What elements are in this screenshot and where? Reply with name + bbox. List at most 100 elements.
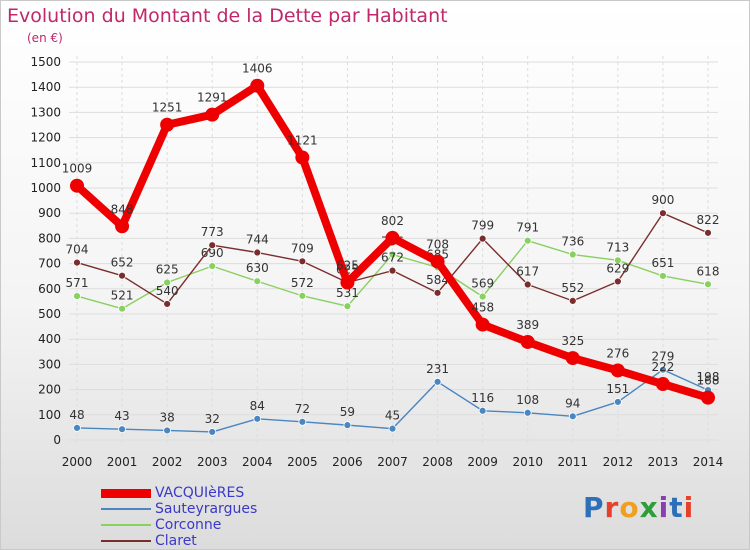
data-point	[298, 257, 307, 266]
data-point	[298, 417, 307, 426]
data-point	[430, 254, 445, 269]
data-label: 572	[291, 276, 314, 290]
data-label: 108	[516, 393, 539, 407]
data-point	[343, 302, 352, 311]
data-label: 900	[651, 193, 674, 207]
logo-letter: i	[658, 491, 670, 524]
data-label: 822	[697, 213, 720, 227]
data-label: 94	[565, 396, 580, 410]
data-point	[659, 272, 667, 280]
data-label: 802	[381, 214, 404, 228]
data-label: 198	[697, 370, 720, 384]
data-label: 222	[651, 360, 674, 374]
data-point	[655, 377, 670, 392]
data-label: 325	[561, 334, 584, 348]
data-label: 531	[336, 286, 359, 300]
x-tick-label: 2000	[62, 455, 93, 469]
y-tick-label: 0	[53, 433, 61, 447]
logo-letter: r	[604, 491, 620, 524]
data-point	[253, 248, 262, 257]
legend-swatch	[101, 524, 151, 526]
data-label: 736	[561, 235, 584, 249]
data-label: 569	[471, 277, 494, 291]
y-tick-label: 800	[38, 231, 61, 245]
x-tick-label: 2010	[512, 455, 543, 469]
data-point	[253, 277, 262, 286]
data-point	[704, 228, 712, 237]
data-point	[208, 262, 217, 271]
data-label: 713	[606, 240, 629, 254]
data-label: 168	[697, 374, 720, 388]
data-point	[73, 292, 81, 301]
data-label: 690	[201, 246, 224, 260]
data-label: 521	[111, 289, 134, 303]
x-tick-label: 2007	[377, 455, 408, 469]
data-point	[613, 256, 622, 265]
data-point	[568, 296, 577, 305]
x-tick-label: 2014	[693, 455, 724, 469]
data-label: 72	[295, 402, 310, 416]
legend-label: VACQUIèRES	[155, 485, 245, 501]
data-point	[70, 178, 84, 193]
legend-swatch	[101, 540, 151, 542]
legend-item: Sauteyrargues	[101, 501, 257, 517]
data-label: 651	[651, 256, 674, 270]
x-tick-label: 2011	[558, 455, 589, 469]
data-label: 1121	[287, 134, 318, 148]
data-point	[73, 258, 81, 267]
data-label: 709	[291, 241, 314, 255]
data-point	[433, 377, 442, 386]
data-label: 279	[651, 350, 674, 364]
data-point	[565, 351, 580, 366]
data-point	[523, 408, 532, 417]
y-tick-label: 600	[38, 282, 61, 296]
data-label: 571	[66, 276, 89, 290]
y-tick-label: 1200	[30, 131, 61, 145]
data-point	[613, 398, 622, 406]
data-label: 276	[606, 346, 629, 360]
data-point	[343, 421, 352, 430]
data-label: 389	[516, 318, 539, 332]
data-point	[250, 78, 265, 93]
data-point	[568, 250, 577, 259]
data-point	[118, 304, 126, 313]
data-label: 704	[66, 243, 89, 257]
data-point	[520, 334, 535, 349]
y-tick-label: 200	[38, 383, 61, 397]
data-point	[118, 271, 126, 280]
data-point	[163, 426, 172, 435]
x-tick-label: 2001	[107, 455, 138, 469]
data-label: 458	[471, 301, 494, 315]
data-point	[388, 250, 397, 259]
legend-label: Claret	[155, 533, 197, 549]
y-tick-label: 1100	[30, 156, 61, 170]
data-point	[433, 288, 442, 297]
data-label: 59	[340, 405, 355, 419]
logo-letter: P	[583, 491, 605, 524]
data-point	[163, 278, 172, 287]
data-point	[160, 117, 175, 132]
data-point	[523, 280, 532, 289]
data-point	[613, 277, 622, 286]
y-tick-label: 900	[38, 206, 61, 220]
legend-label: Corconne	[155, 517, 222, 533]
data-label: 630	[246, 261, 269, 275]
data-label: 617	[516, 265, 539, 279]
data-label: 32	[205, 412, 220, 426]
data-point	[388, 424, 397, 433]
data-point	[704, 280, 712, 289]
data-label: 708	[426, 238, 449, 252]
data-label: 1291	[197, 91, 228, 105]
data-point	[478, 292, 487, 301]
data-point	[478, 406, 487, 415]
data-point	[115, 219, 130, 234]
data-label: 618	[697, 264, 720, 278]
x-tick-label: 2006	[332, 455, 363, 469]
data-point	[205, 107, 220, 122]
x-tick-label: 2008	[422, 455, 453, 469]
data-label: 231	[426, 362, 449, 376]
data-label: 1009	[62, 162, 93, 176]
data-label: 38	[160, 410, 175, 424]
data-label: 48	[69, 408, 84, 422]
legend-item: Corconne	[101, 517, 257, 533]
